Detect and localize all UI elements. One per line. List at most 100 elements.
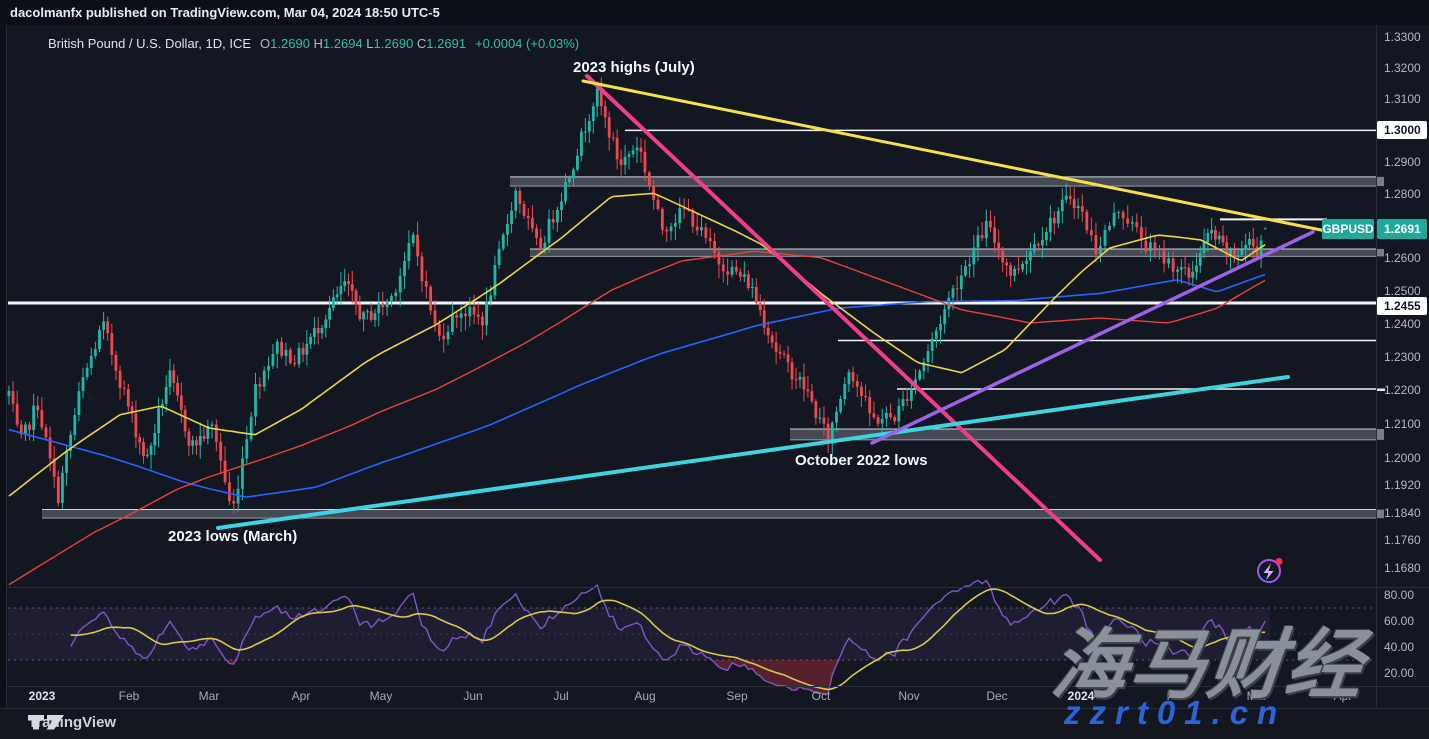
price-tick: 1.1920: [1384, 478, 1421, 492]
candle-body: [331, 297, 335, 309]
candle-body: [518, 190, 522, 205]
candle-body: [102, 321, 105, 330]
price-level-label-bg: [1377, 121, 1427, 139]
candle-body: [1198, 252, 1202, 266]
ideas-flash-icon[interactable]: [1257, 558, 1283, 583]
zone-1.2610[interactable]: [530, 248, 1376, 257]
candle-body: [176, 382, 179, 396]
zone-2023-lows[interactable]: [42, 509, 1376, 519]
candle-body: [695, 226, 699, 231]
candle-body: [623, 156, 627, 166]
candle-body: [1171, 258, 1175, 272]
candle-body: [1210, 229, 1214, 234]
horizontal-levels: [8, 129, 1376, 390]
candle-body: [587, 120, 591, 132]
candle-body: [754, 286, 758, 303]
ann-oct-2022-lows[interactable]: October 2022 lows: [795, 452, 928, 469]
candle-body: [766, 327, 770, 336]
candle-body: [560, 201, 563, 210]
price-tick: 1.2500: [1384, 284, 1421, 298]
candle-body: [1033, 244, 1036, 252]
candle-body: [1206, 233, 1210, 243]
candle-body: [157, 408, 161, 434]
candle-body: [56, 476, 60, 503]
candle-body: [1187, 267, 1191, 278]
ma-mid-red[interactable]: [8, 250, 1266, 586]
candle-body: [1217, 235, 1221, 240]
candle-body: [1214, 229, 1217, 240]
candle-body: [328, 308, 331, 320]
candle-body: [1108, 225, 1111, 230]
candle-body: [288, 349, 292, 364]
candle-body: [335, 294, 339, 298]
lightning-bolt: [1263, 563, 1274, 581]
trendline-ascending-support-from-2023-lows[interactable]: [216, 375, 1290, 530]
candle-body: [818, 417, 822, 419]
trendline-ascending-support-from-oct-lows[interactable]: [870, 230, 1315, 445]
candle-body: [407, 243, 411, 261]
rsi-line[interactable]: [70, 579, 1266, 695]
candle-body: [762, 310, 766, 328]
candle-body: [1041, 240, 1044, 246]
candle-body: [721, 264, 725, 272]
time-label-apr: Apr: [1334, 689, 1353, 703]
candle-body: [934, 330, 938, 339]
ohlc-letter: H: [313, 36, 323, 51]
candle-body: [249, 416, 253, 440]
candle-body: [539, 237, 543, 250]
candle-body: [403, 260, 406, 277]
candle-body: [674, 223, 677, 227]
candle-body: [267, 365, 270, 371]
axis-zone-mark: [1377, 509, 1384, 519]
trendline-descending-resistance-from-2023-highs[interactable]: [581, 79, 1328, 233]
ann-2023-lows[interactable]: 2023 lows (March): [168, 528, 297, 545]
candle-body: [89, 355, 93, 368]
candle-body: [1117, 212, 1121, 214]
change-value: +0.0004 (+0.03%): [475, 36, 580, 51]
candle-body: [918, 370, 922, 380]
price-tick: 1.1840: [1384, 506, 1421, 520]
candle-body: [1248, 238, 1251, 245]
symbol-ohlc-header: British Pound / U.S. Dollar, 1D, ICE O1.…: [48, 36, 579, 54]
candle-body: [551, 218, 555, 223]
candle-body: [1149, 242, 1152, 252]
zone-1.2830[interactable]: [510, 176, 1376, 187]
time-label-nov: Nov: [898, 689, 919, 703]
candle-body: [358, 304, 362, 320]
candle-body: [198, 435, 202, 446]
candle-body: [284, 349, 288, 356]
price-axis[interactable]: 1.3300 1.3200 1.3100 1.2900 1.2800 1.2600 1.25…: [1322, 30, 1427, 680]
ma-slow-blue[interactable]: [8, 273, 1266, 498]
time-label-feb: Feb: [1167, 689, 1188, 703]
ma-fast-yellow[interactable]: [8, 192, 1266, 497]
candle-body: [568, 178, 571, 183]
candle-body: [1029, 251, 1032, 261]
candle-body: [1191, 271, 1195, 278]
candle-body: [1179, 267, 1183, 270]
candle-body: [607, 117, 611, 138]
rsi-ma-line[interactable]: [70, 588, 1266, 691]
trendline-steep-downtrend-from-2023-highs[interactable]: [585, 74, 1102, 562]
candle-body: [839, 399, 842, 412]
candle-body: [390, 296, 393, 302]
ann-2023-highs[interactable]: 2023 highs (July): [573, 59, 695, 76]
tradingview-logo[interactable]: TradingView: [28, 714, 116, 731]
zone-october-2022-lows[interactable]: [790, 429, 1376, 440]
price-tick: 1.2000: [1384, 451, 1421, 465]
candle-body: [81, 377, 85, 392]
candle-body: [595, 88, 599, 107]
candle-body: [1183, 267, 1187, 269]
candle-body: [366, 311, 369, 313]
candle-body: [713, 241, 716, 253]
candle-body: [442, 335, 446, 340]
candle-body: [770, 335, 774, 343]
time-label-oct: Oct: [812, 689, 831, 703]
candle-body: [245, 439, 249, 459]
candle-body: [786, 354, 790, 363]
time-axis[interactable]: 2023 Feb Mar Apr May Jun Jul Aug Sep Oct Nov Dec 202…: [29, 689, 1353, 703]
candle-body: [489, 295, 493, 302]
candle-body: [1021, 263, 1024, 270]
candle-body: [347, 281, 350, 284]
candle-body: [24, 424, 27, 435]
